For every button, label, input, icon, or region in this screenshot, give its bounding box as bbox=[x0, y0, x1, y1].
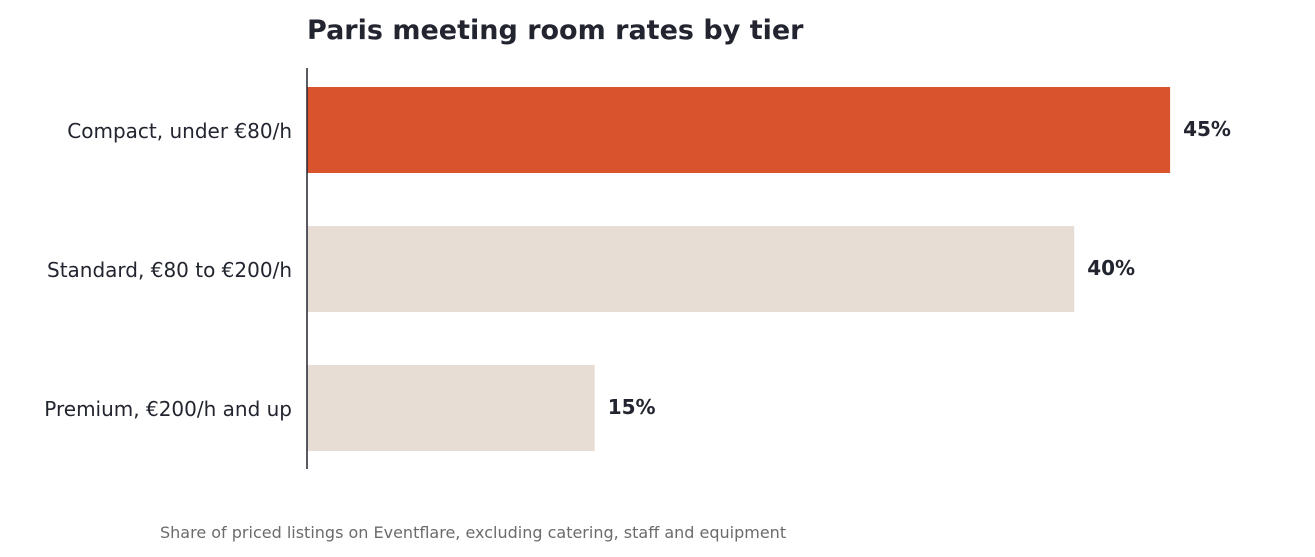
value-label: 15% bbox=[608, 395, 656, 419]
category-label: Compact, under €80/h bbox=[67, 119, 292, 143]
bar bbox=[307, 226, 1075, 312]
bar bbox=[307, 365, 595, 451]
bars-layer: Compact, under €80/h 45% Standard, €80 to … bbox=[44, 87, 1231, 451]
chart-title: Paris meeting room rates by tier bbox=[307, 15, 804, 46]
chart-footnote: Share of priced listings on Eventflare, … bbox=[160, 523, 786, 542]
category-label: Premium, €200/h and up bbox=[44, 397, 292, 421]
value-label: 40% bbox=[1087, 256, 1135, 280]
bar bbox=[307, 87, 1171, 173]
category-label: Standard, €80 to €200/h bbox=[47, 258, 292, 282]
value-label: 45% bbox=[1183, 117, 1231, 141]
